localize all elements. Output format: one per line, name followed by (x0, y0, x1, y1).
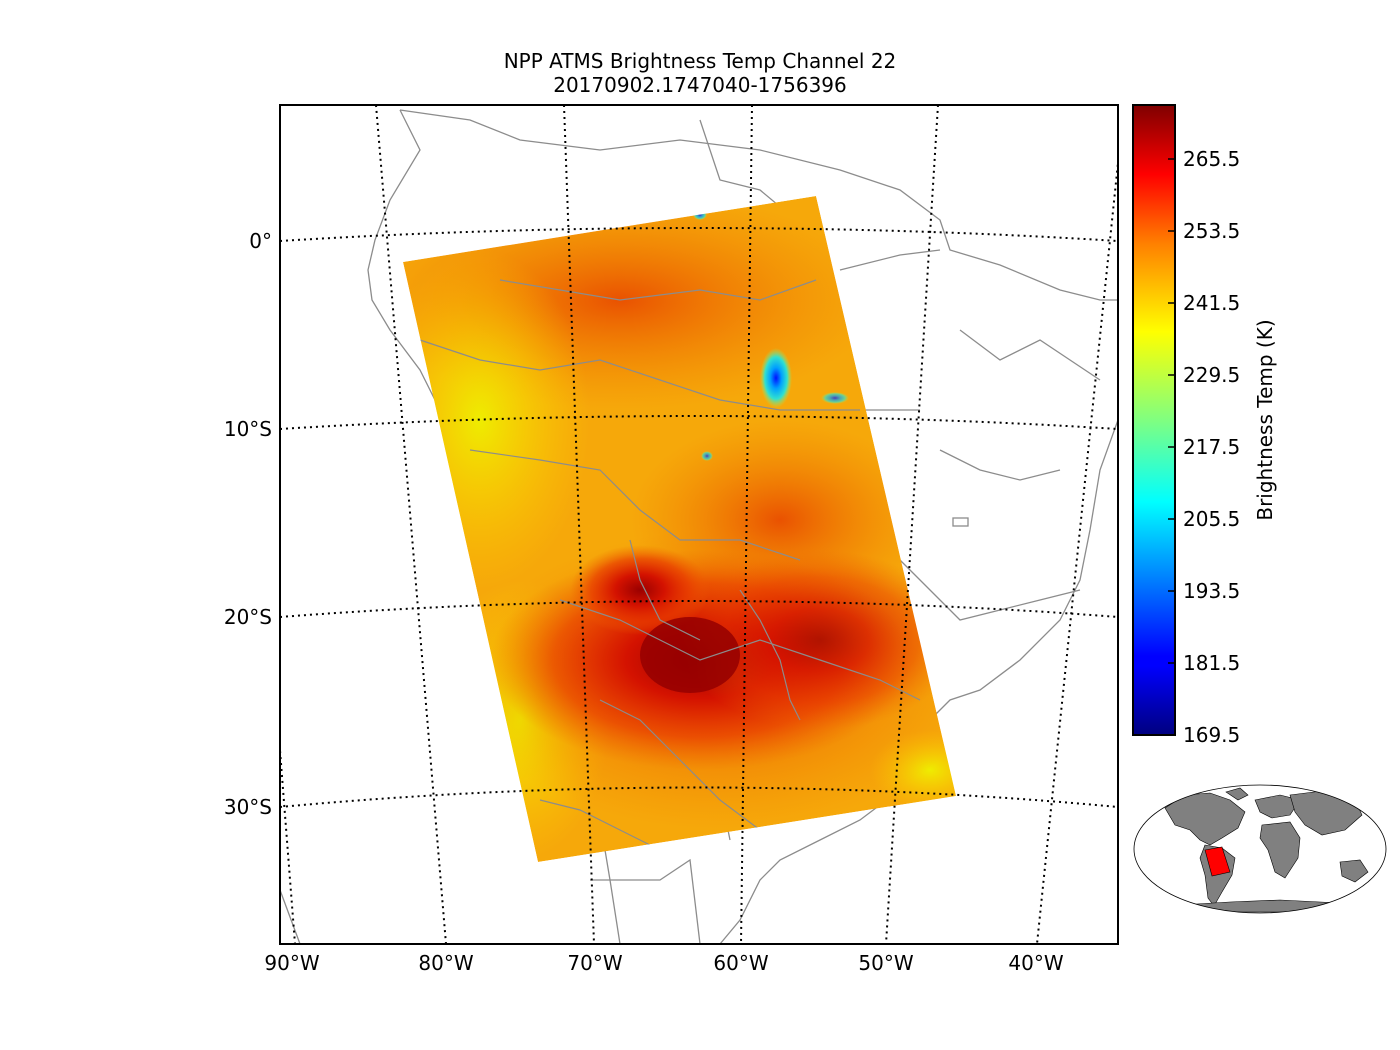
colorbar-tick-label: 217.5 (1183, 435, 1240, 459)
lon-label-90w: 90°W (264, 951, 319, 975)
meridian-70w (563, 105, 595, 944)
inset-swath-highlight (1204, 846, 1231, 877)
colorbar-tick-label: 229.5 (1183, 363, 1240, 387)
lon-label-40w: 40°W (1008, 951, 1063, 975)
colorbar-tick-label: 241.5 (1183, 291, 1240, 315)
lon-label-80w: 80°W (418, 951, 473, 975)
colorbar-gradient (1132, 104, 1176, 736)
lat-label-30s: 30°S (224, 795, 272, 819)
colorbar-tick-label: 265.5 (1183, 147, 1240, 171)
latitude-labels: 0° 10°S 20°S 30°S (224, 229, 272, 819)
map-frame (279, 104, 1119, 945)
chart-title-line-2: 20170902.1747040-1756396 (553, 73, 847, 97)
graticule (280, 105, 1118, 944)
lat-label-20s: 20°S (224, 605, 272, 629)
inset-locator-map (1133, 784, 1387, 914)
lon-label-70w: 70°W (567, 951, 622, 975)
colorbar-tick-label: 181.5 (1183, 651, 1240, 675)
inset-outline (1133, 784, 1387, 914)
lat-label-10s: 10°S (224, 417, 272, 441)
colorbar-label: Brightness Temp (K) (1253, 319, 1277, 520)
parallel-30s (280, 786, 1118, 808)
parallel-0 (280, 227, 1118, 242)
meridian-40w (1036, 153, 1118, 944)
colorbar-tick-label: 205.5 (1183, 507, 1240, 531)
colorbar-tick-label: 193.5 (1183, 579, 1240, 603)
meridian-50w (885, 105, 939, 944)
lon-label-50w: 50°W (858, 951, 913, 975)
parallel-10s (280, 415, 1118, 430)
meridian-60w (740, 105, 753, 944)
colorbar-ticks: 265.5 253.5 241.5 229.5 217.5 205.5 193.5 181.5… (1168, 147, 1240, 747)
colorbar-tick-label: 169.5 (1183, 723, 1240, 747)
lon-label-60w: 60°W (713, 951, 768, 975)
parallel-20s (280, 600, 1118, 618)
map-panel (280, 105, 1118, 944)
longitude-labels: 90°W 80°W 70°W 60°W 50°W 40°W (264, 951, 1063, 975)
colorbar-tick-label: 253.5 (1183, 219, 1240, 243)
colorbar: 265.5 253.5 241.5 229.5 217.5 205.5 193.5 181.5… (1132, 104, 1277, 747)
lat-label-0: 0° (249, 229, 272, 253)
meridian-80w (375, 105, 447, 944)
chart-title-line-1: NPP ATMS Brightness Temp Channel 22 (504, 49, 897, 73)
